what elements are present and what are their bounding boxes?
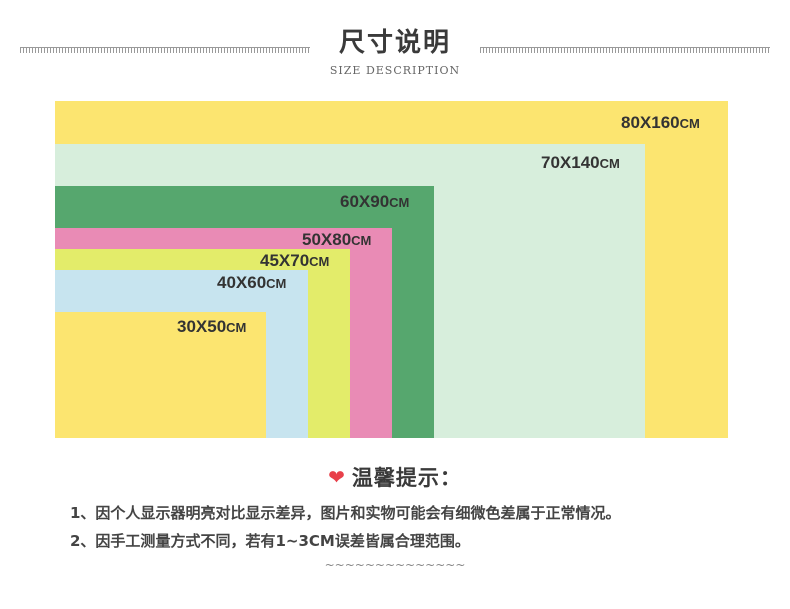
size-label-45x70: 45X70CM [260, 251, 330, 270]
size-chart: 80X160CM 70X140CM 60X90CM 50X80CM 45X70C… [55, 101, 728, 438]
page-subtitle: SIZE DESCRIPTION [329, 64, 461, 77]
size-label-40x60: 40X60CM [217, 273, 287, 292]
size-label-60x90: 60X90CM [340, 192, 410, 211]
heart-icon: ❤ [328, 465, 346, 489]
tips-heading: ❤ 温馨提示： [0, 462, 790, 492]
size-label-50x80: 50X80CM [302, 230, 372, 249]
tip-line-1: 1、因个人显示器明亮对比显示差异，图片和实物可能会有细微色差属于正常情况。 [70, 504, 621, 522]
tip-line-2: 2、因手工测量方式不同，若有1~3CM误差皆属合理范围。 [70, 532, 470, 550]
tips-heading-text: 温馨提示： [351, 466, 462, 490]
size-label-70x140: 70X140CM [541, 153, 620, 172]
page-title: 尺寸说明 [338, 28, 451, 58]
size-rect-30x50 [55, 312, 266, 438]
size-label-80x160: 80X160CM [621, 113, 700, 132]
header-ruler-right [480, 47, 770, 53]
tilde-divider: ~~~~~~~~~~~~~~ [324, 558, 466, 572]
size-label-30x50: 30X50CM [177, 317, 247, 336]
header-ruler-left [20, 47, 310, 53]
